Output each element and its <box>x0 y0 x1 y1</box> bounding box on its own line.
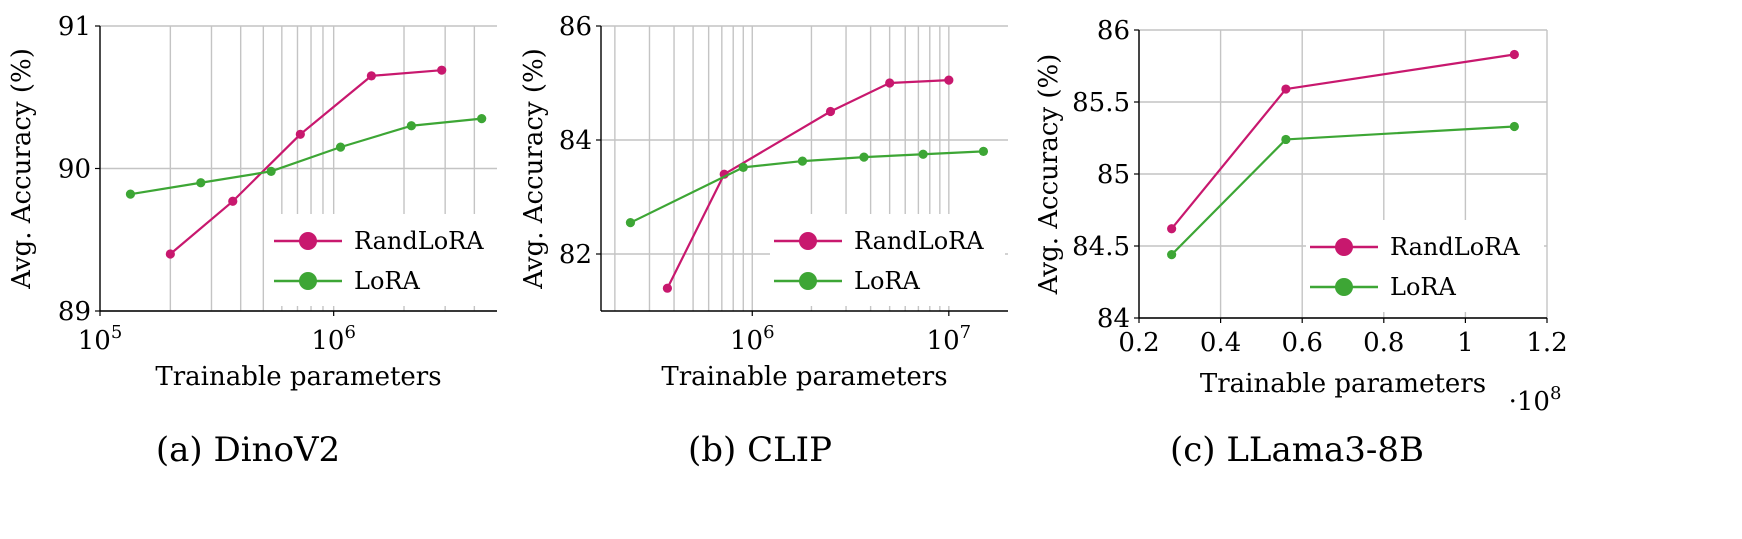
series-lora <box>125 114 487 199</box>
data-point-lora <box>406 121 416 131</box>
data-point-randlora <box>1167 224 1177 234</box>
y-tick-label: 90 <box>58 155 91 185</box>
legend-label-lora: LoRA <box>854 267 920 295</box>
y-tick-label: 85.5 <box>1072 88 1130 118</box>
y-tick-label: 84 <box>559 126 592 156</box>
legend-marker-randlora <box>1335 238 1353 256</box>
data-point-lora <box>918 149 928 159</box>
legend-box <box>270 214 495 306</box>
y-tick-label: 86 <box>559 12 592 42</box>
y-tick-label: 82 <box>559 240 592 270</box>
y-tick-label: 84 <box>1097 304 1130 334</box>
data-point-lora <box>196 178 206 188</box>
legend-label-lora: LoRA <box>1390 273 1456 301</box>
legend-marker-lora <box>1335 278 1353 296</box>
legend-marker-lora <box>799 272 817 290</box>
data-point-lora <box>859 152 869 162</box>
y-tick-label: 84.5 <box>1072 232 1130 262</box>
data-point-randlora <box>885 78 895 88</box>
data-point-randlora <box>1509 49 1519 60</box>
chart-panel-3: 84 84.5 85 85.5 86 0.2 0.4 0.6 0.8 1 1.2 ·108 Traina… <box>1034 16 1568 470</box>
x-tick-label: 1 <box>1457 328 1474 358</box>
data-point-lora <box>625 218 636 228</box>
series-line-lora <box>130 117 482 196</box>
legend-marker-randlora <box>299 232 317 250</box>
data-point-randlora <box>228 196 238 206</box>
y-axis-label: Avg. Accuracy (%) <box>7 48 37 290</box>
legend: RandLoRA LoRA <box>1306 220 1544 312</box>
series-lora <box>625 146 989 228</box>
series-line-lora <box>629 150 984 224</box>
y-tick-label: 91 <box>58 12 91 42</box>
y-axis-label: Avg. Accuracy (%) <box>1034 54 1064 296</box>
x-tick-label: 107 <box>927 322 972 356</box>
x-tick-label: 0.4 <box>1200 328 1241 358</box>
data-point-randlora <box>825 106 836 117</box>
data-point-randlora <box>944 75 954 85</box>
data-point-lora <box>738 162 748 172</box>
data-point-lora <box>125 189 136 199</box>
x-axis-label: Trainable parameters <box>155 362 441 392</box>
legend-box <box>770 214 1005 306</box>
y-tick-label: 85 <box>1097 160 1130 190</box>
data-point-lora <box>1509 121 1519 132</box>
x-axis-label: Trainable parameters <box>1200 369 1486 399</box>
x-tick-label: 1.2 <box>1526 328 1567 358</box>
x-axis-label: Trainable parameters <box>661 362 947 392</box>
legend-marker-randlora <box>799 232 817 250</box>
legend-label-lora: LoRA <box>354 267 420 295</box>
data-point-randlora <box>1281 84 1291 94</box>
data-point-lora <box>1167 250 1177 260</box>
legend-box <box>1306 220 1544 312</box>
data-point-lora <box>477 114 487 124</box>
x-multiplier: ·108 <box>1509 383 1562 417</box>
series-randlora <box>165 65 447 259</box>
data-point-randlora <box>437 65 447 75</box>
x-tick-label: 106 <box>730 322 775 356</box>
data-point-randlora <box>366 71 376 81</box>
x-tick-label: 105 <box>78 322 123 356</box>
legend-label-randlora: RandLoRA <box>854 227 984 255</box>
series-randlora <box>1167 49 1519 234</box>
data-point-randlora <box>165 249 175 259</box>
data-point-lora <box>266 166 276 176</box>
legend: RandLoRA LoRA <box>770 214 1005 306</box>
data-point-lora <box>978 146 989 156</box>
legend-marker-lora <box>299 272 317 290</box>
x-tick-label: 106 <box>311 322 356 356</box>
chart-caption: (c) LLama3-8B <box>1170 430 1424 470</box>
data-point-randlora <box>295 129 305 139</box>
data-point-lora <box>797 156 808 166</box>
chart-panel-1: 89 90 91 105 106 Trainable parameters Avg. Acc… <box>7 12 497 470</box>
legend-label-randlora: RandLoRA <box>354 227 484 255</box>
data-point-randlora <box>662 283 672 293</box>
x-tick-label: 0.6 <box>1282 328 1323 358</box>
chart-caption: (a) DinoV2 <box>156 430 340 470</box>
x-tick-label: 0.2 <box>1118 328 1159 358</box>
y-axis-label: Avg. Accuracy (%) <box>519 48 549 290</box>
data-point-lora <box>335 142 346 152</box>
y-tick-label: 89 <box>58 297 91 327</box>
legend-label-randlora: RandLoRA <box>1390 233 1520 261</box>
y-tick-label: 86 <box>1097 16 1130 46</box>
x-tick-label: 0.8 <box>1363 328 1404 358</box>
data-point-lora <box>1281 134 1291 145</box>
series-lora <box>1167 121 1519 260</box>
chart-panel-2: 82 84 86 106 107 Trainable parameters Avg. Acc… <box>519 12 1008 470</box>
legend: RandLoRA LoRA <box>270 214 495 306</box>
chart-caption: (b) CLIP <box>688 430 832 470</box>
